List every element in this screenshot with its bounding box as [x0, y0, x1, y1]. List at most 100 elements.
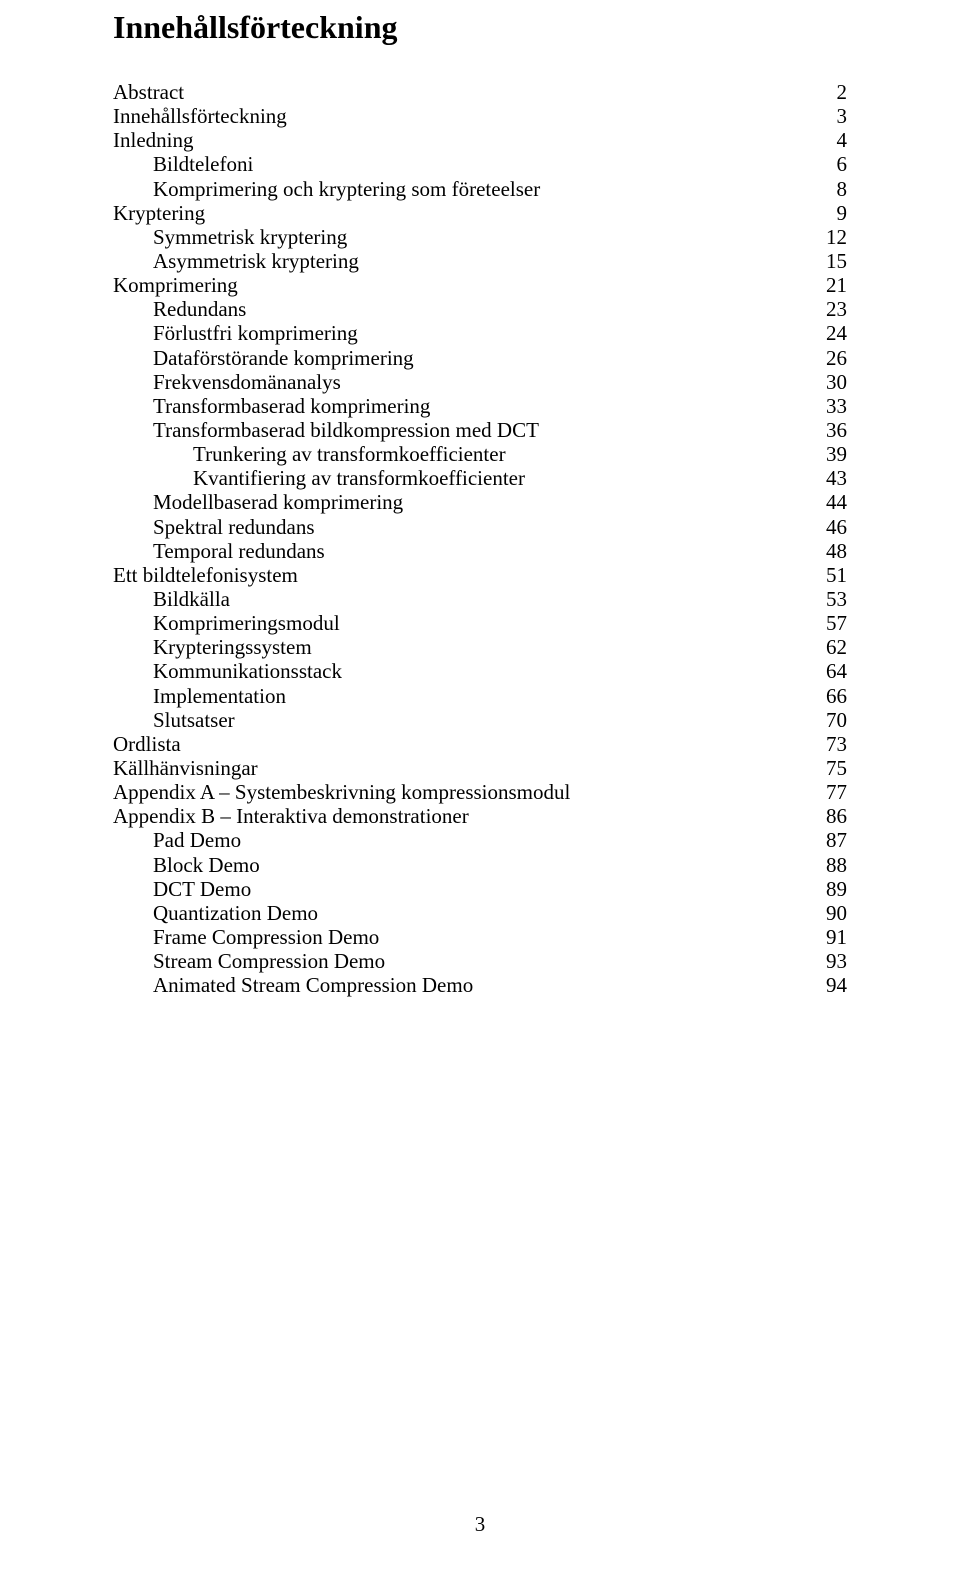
toc-row: Dataförstörande komprimering26 [113, 346, 847, 370]
toc-row: Innehållsförteckning 3 [113, 104, 847, 128]
toc-label: Temporal redundans [113, 539, 325, 563]
toc-label: Frame Compression Demo [113, 925, 379, 949]
toc-page: 57 [814, 611, 847, 635]
toc-page: 3 [825, 104, 848, 128]
toc-label: Trunkering av transformkoefficienter [113, 442, 506, 466]
toc-label: Pad Demo [113, 828, 241, 852]
toc-page: 23 [814, 297, 847, 321]
toc-page: 21 [814, 273, 847, 297]
toc-label: Förlustfri komprimering [113, 321, 358, 345]
toc-label: Dataförstörande komprimering [113, 346, 414, 370]
toc-page: 94 [814, 973, 847, 997]
toc-row: Källhänvisningar 75 [113, 756, 847, 780]
toc-row: Appendix A – Systembeskrivning kompressi… [113, 780, 847, 804]
toc-label: Slutsatser [113, 708, 235, 732]
toc-label: Transformbaserad komprimering [113, 394, 430, 418]
toc-row: Appendix B – Interaktiva demonstrationer… [113, 804, 847, 828]
toc-page: 43 [814, 466, 847, 490]
toc-page: 2 [825, 80, 848, 104]
toc-label: Ett bildtelefonisystem [113, 563, 298, 587]
toc-row: Asymmetrisk kryptering15 [113, 249, 847, 273]
toc-page: 12 [814, 225, 847, 249]
toc-page: 93 [814, 949, 847, 973]
toc-label: Transformbaserad bildkompression med DCT [113, 418, 539, 442]
toc-page: 62 [814, 635, 847, 659]
toc-row: Transformbaserad komprimering33 [113, 394, 847, 418]
toc-row: Stream Compression Demo 93 [113, 949, 847, 973]
toc-row: Komprimering 21 [113, 273, 847, 297]
toc-page: 77 [814, 780, 847, 804]
toc-page: 44 [814, 490, 847, 514]
toc-label: Symmetrisk kryptering [113, 225, 347, 249]
toc-row: Bildtelefoni6 [113, 152, 847, 176]
toc-row: Kommunikationsstack 64 [113, 659, 847, 683]
toc-page: 15 [814, 249, 847, 273]
toc-label: Bildkälla [113, 587, 230, 611]
toc-page: 75 [814, 756, 847, 780]
toc-page: 8 [825, 177, 848, 201]
toc-row: Frame Compression Demo91 [113, 925, 847, 949]
toc-label: Kryptering [113, 201, 205, 225]
toc-row: Redundans 23 [113, 297, 847, 321]
toc-label: Komprimeringsmodul [113, 611, 340, 635]
toc-row: Quantization Demo90 [113, 901, 847, 925]
toc-row: Modellbaserad komprimering 44 [113, 490, 847, 514]
toc-page: 39 [814, 442, 847, 466]
toc-row: Trunkering av transformkoefficienter 39 [113, 442, 847, 466]
toc-page: 30 [814, 370, 847, 394]
toc-row: Kryptering 9 [113, 201, 847, 225]
toc-label: Stream Compression Demo [113, 949, 385, 973]
toc-row: Kvantifiering av transformkoefficienter 4… [113, 466, 847, 490]
table-of-contents: Abstract 2 Innehållsförteckning 3Inledning4… [113, 80, 847, 997]
toc-page: 9 [825, 201, 848, 225]
document-page: Innehållsförteckning Abstract2Innehållsf… [0, 0, 960, 997]
toc-page: 87 [814, 828, 847, 852]
toc-label: Krypteringssystem [113, 635, 312, 659]
toc-label: Innehållsförteckning [113, 104, 287, 128]
toc-row: DCT Demo 89 [113, 877, 847, 901]
toc-page: 73 [814, 732, 847, 756]
page-title: Innehållsförteckning [113, 9, 847, 46]
toc-label: Appendix B – Interaktiva demonstrationer [113, 804, 469, 828]
toc-row: Frekvensdomänanalys 30 [113, 370, 847, 394]
toc-row: Inledning4 [113, 128, 847, 152]
toc-page: 4 [825, 128, 848, 152]
toc-label: Kommunikationsstack [113, 659, 342, 683]
toc-label: Redundans [113, 297, 246, 321]
toc-label: Komprimering och kryptering som företeel… [113, 177, 540, 201]
toc-page: 36 [814, 418, 847, 442]
toc-row: Slutsatser 70 [113, 708, 847, 732]
toc-label: Frekvensdomänanalys [113, 370, 341, 394]
toc-row: Bildkälla 53 [113, 587, 847, 611]
toc-row: Komprimeringsmodul 57 [113, 611, 847, 635]
toc-label: Källhänvisningar [113, 756, 258, 780]
toc-page: 53 [814, 587, 847, 611]
toc-page: 88 [814, 853, 847, 877]
toc-label: Implementation [113, 684, 286, 708]
toc-label: DCT Demo [113, 877, 251, 901]
toc-row: Animated Stream Compression Demo 94 [113, 973, 847, 997]
toc-label: Komprimering [113, 273, 238, 297]
toc-page: 90 [814, 901, 847, 925]
toc-label: Bildtelefoni [113, 152, 253, 176]
toc-row: Abstract 2 [113, 80, 847, 104]
toc-page: 70 [814, 708, 847, 732]
toc-label: Kvantifiering av transformkoefficienter [113, 466, 525, 490]
toc-label: Ordlista [113, 732, 181, 756]
toc-row: Ordlista 73 [113, 732, 847, 756]
toc-page: 86 [814, 804, 847, 828]
toc-row: Block Demo 88 [113, 853, 847, 877]
toc-label: Animated Stream Compression Demo [113, 973, 473, 997]
toc-page: 89 [814, 877, 847, 901]
toc-row: Symmetrisk kryptering 12 [113, 225, 847, 249]
toc-row: Förlustfri komprimering24 [113, 321, 847, 345]
toc-page: 64 [814, 659, 847, 683]
toc-label: Abstract [113, 80, 184, 104]
toc-row: Transformbaserad bildkompression med DCT… [113, 418, 847, 442]
toc-label: Spektral redundans [113, 515, 315, 539]
toc-label: Modellbaserad komprimering [113, 490, 403, 514]
toc-label: Block Demo [113, 853, 260, 877]
toc-page: 46 [814, 515, 847, 539]
toc-page: 66 [814, 684, 847, 708]
page-number: 3 [0, 1512, 960, 1537]
